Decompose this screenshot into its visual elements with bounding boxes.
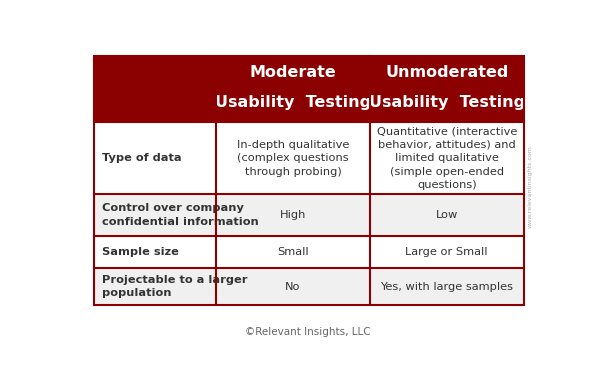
Text: Sample size: Sample size bbox=[102, 247, 179, 257]
Text: No: No bbox=[285, 282, 301, 291]
Text: Large or Small: Large or Small bbox=[406, 247, 488, 257]
Text: High: High bbox=[280, 210, 306, 220]
Text: Quantitative (interactive
behavior, attitudes) and
limited qualitative
(simple o: Quantitative (interactive behavior, atti… bbox=[377, 126, 517, 190]
Bar bbox=[94, 268, 524, 305]
Bar bbox=[94, 56, 524, 305]
Text: Unmoderated: Unmoderated bbox=[385, 66, 508, 80]
Bar bbox=[94, 194, 524, 236]
Text: Low: Low bbox=[436, 210, 458, 220]
Text: Yes, with large samples: Yes, with large samples bbox=[380, 282, 513, 291]
Bar bbox=[94, 56, 524, 122]
Text: Type of data: Type of data bbox=[102, 153, 182, 163]
Text: Usability  Testing: Usability Testing bbox=[368, 95, 525, 110]
Text: ©Relevant Insights, LLC: ©Relevant Insights, LLC bbox=[245, 327, 370, 337]
Bar bbox=[94, 122, 524, 194]
Text: In-depth qualitative
(complex questions
through probing): In-depth qualitative (complex questions … bbox=[237, 140, 349, 177]
Text: Projectable to a larger
population: Projectable to a larger population bbox=[102, 275, 247, 298]
Bar bbox=[94, 236, 524, 268]
Text: Moderate: Moderate bbox=[250, 66, 337, 80]
Text: www.relevantinsights.com: www.relevantinsights.com bbox=[527, 145, 532, 228]
Text: Small: Small bbox=[277, 247, 309, 257]
Text: Usability  Testing: Usability Testing bbox=[215, 95, 371, 110]
Text: Control over company
confidential information: Control over company confidential inform… bbox=[102, 203, 259, 227]
